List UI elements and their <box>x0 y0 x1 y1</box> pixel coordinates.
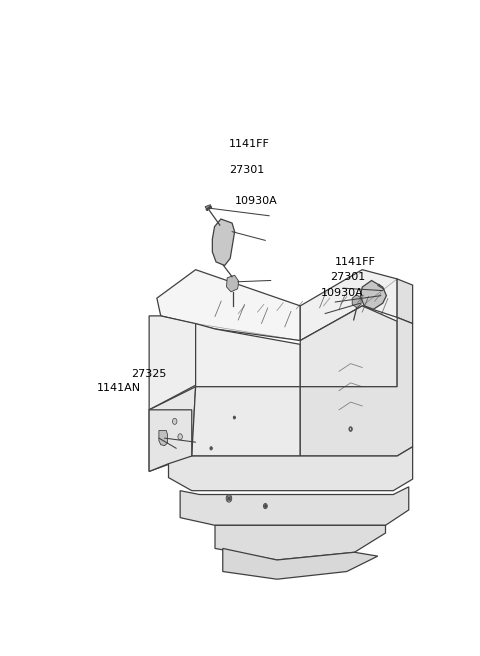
Circle shape <box>210 447 212 450</box>
Text: 10930A: 10930A <box>321 289 363 298</box>
Circle shape <box>227 496 231 501</box>
Polygon shape <box>215 525 385 560</box>
Circle shape <box>234 417 235 418</box>
Polygon shape <box>196 323 300 387</box>
Circle shape <box>226 495 232 502</box>
Circle shape <box>228 497 230 500</box>
Polygon shape <box>159 430 168 445</box>
Polygon shape <box>168 447 413 491</box>
Polygon shape <box>397 279 413 323</box>
Polygon shape <box>227 276 239 292</box>
Circle shape <box>172 419 177 424</box>
Circle shape <box>178 434 182 440</box>
Polygon shape <box>180 487 409 525</box>
Polygon shape <box>192 387 300 456</box>
Text: 1141FF: 1141FF <box>229 139 270 150</box>
Polygon shape <box>212 219 235 266</box>
Circle shape <box>265 505 266 506</box>
Circle shape <box>264 504 266 508</box>
Text: 27301: 27301 <box>229 165 264 174</box>
Polygon shape <box>149 316 196 410</box>
Polygon shape <box>360 281 386 309</box>
Polygon shape <box>149 410 192 472</box>
Polygon shape <box>157 270 300 340</box>
Polygon shape <box>300 270 397 340</box>
Circle shape <box>228 498 229 499</box>
Circle shape <box>264 503 267 508</box>
Circle shape <box>211 447 212 449</box>
Polygon shape <box>300 318 413 456</box>
Text: 1141FF: 1141FF <box>335 256 376 266</box>
Polygon shape <box>352 295 361 308</box>
Polygon shape <box>300 306 397 387</box>
Polygon shape <box>376 284 384 296</box>
Polygon shape <box>223 548 378 579</box>
Text: 1141AN: 1141AN <box>96 383 141 393</box>
Text: 27301: 27301 <box>330 272 365 282</box>
Circle shape <box>233 416 235 419</box>
Polygon shape <box>149 387 196 472</box>
Text: 27325: 27325 <box>131 369 166 379</box>
Polygon shape <box>205 205 212 211</box>
Text: 10930A: 10930A <box>235 196 277 207</box>
